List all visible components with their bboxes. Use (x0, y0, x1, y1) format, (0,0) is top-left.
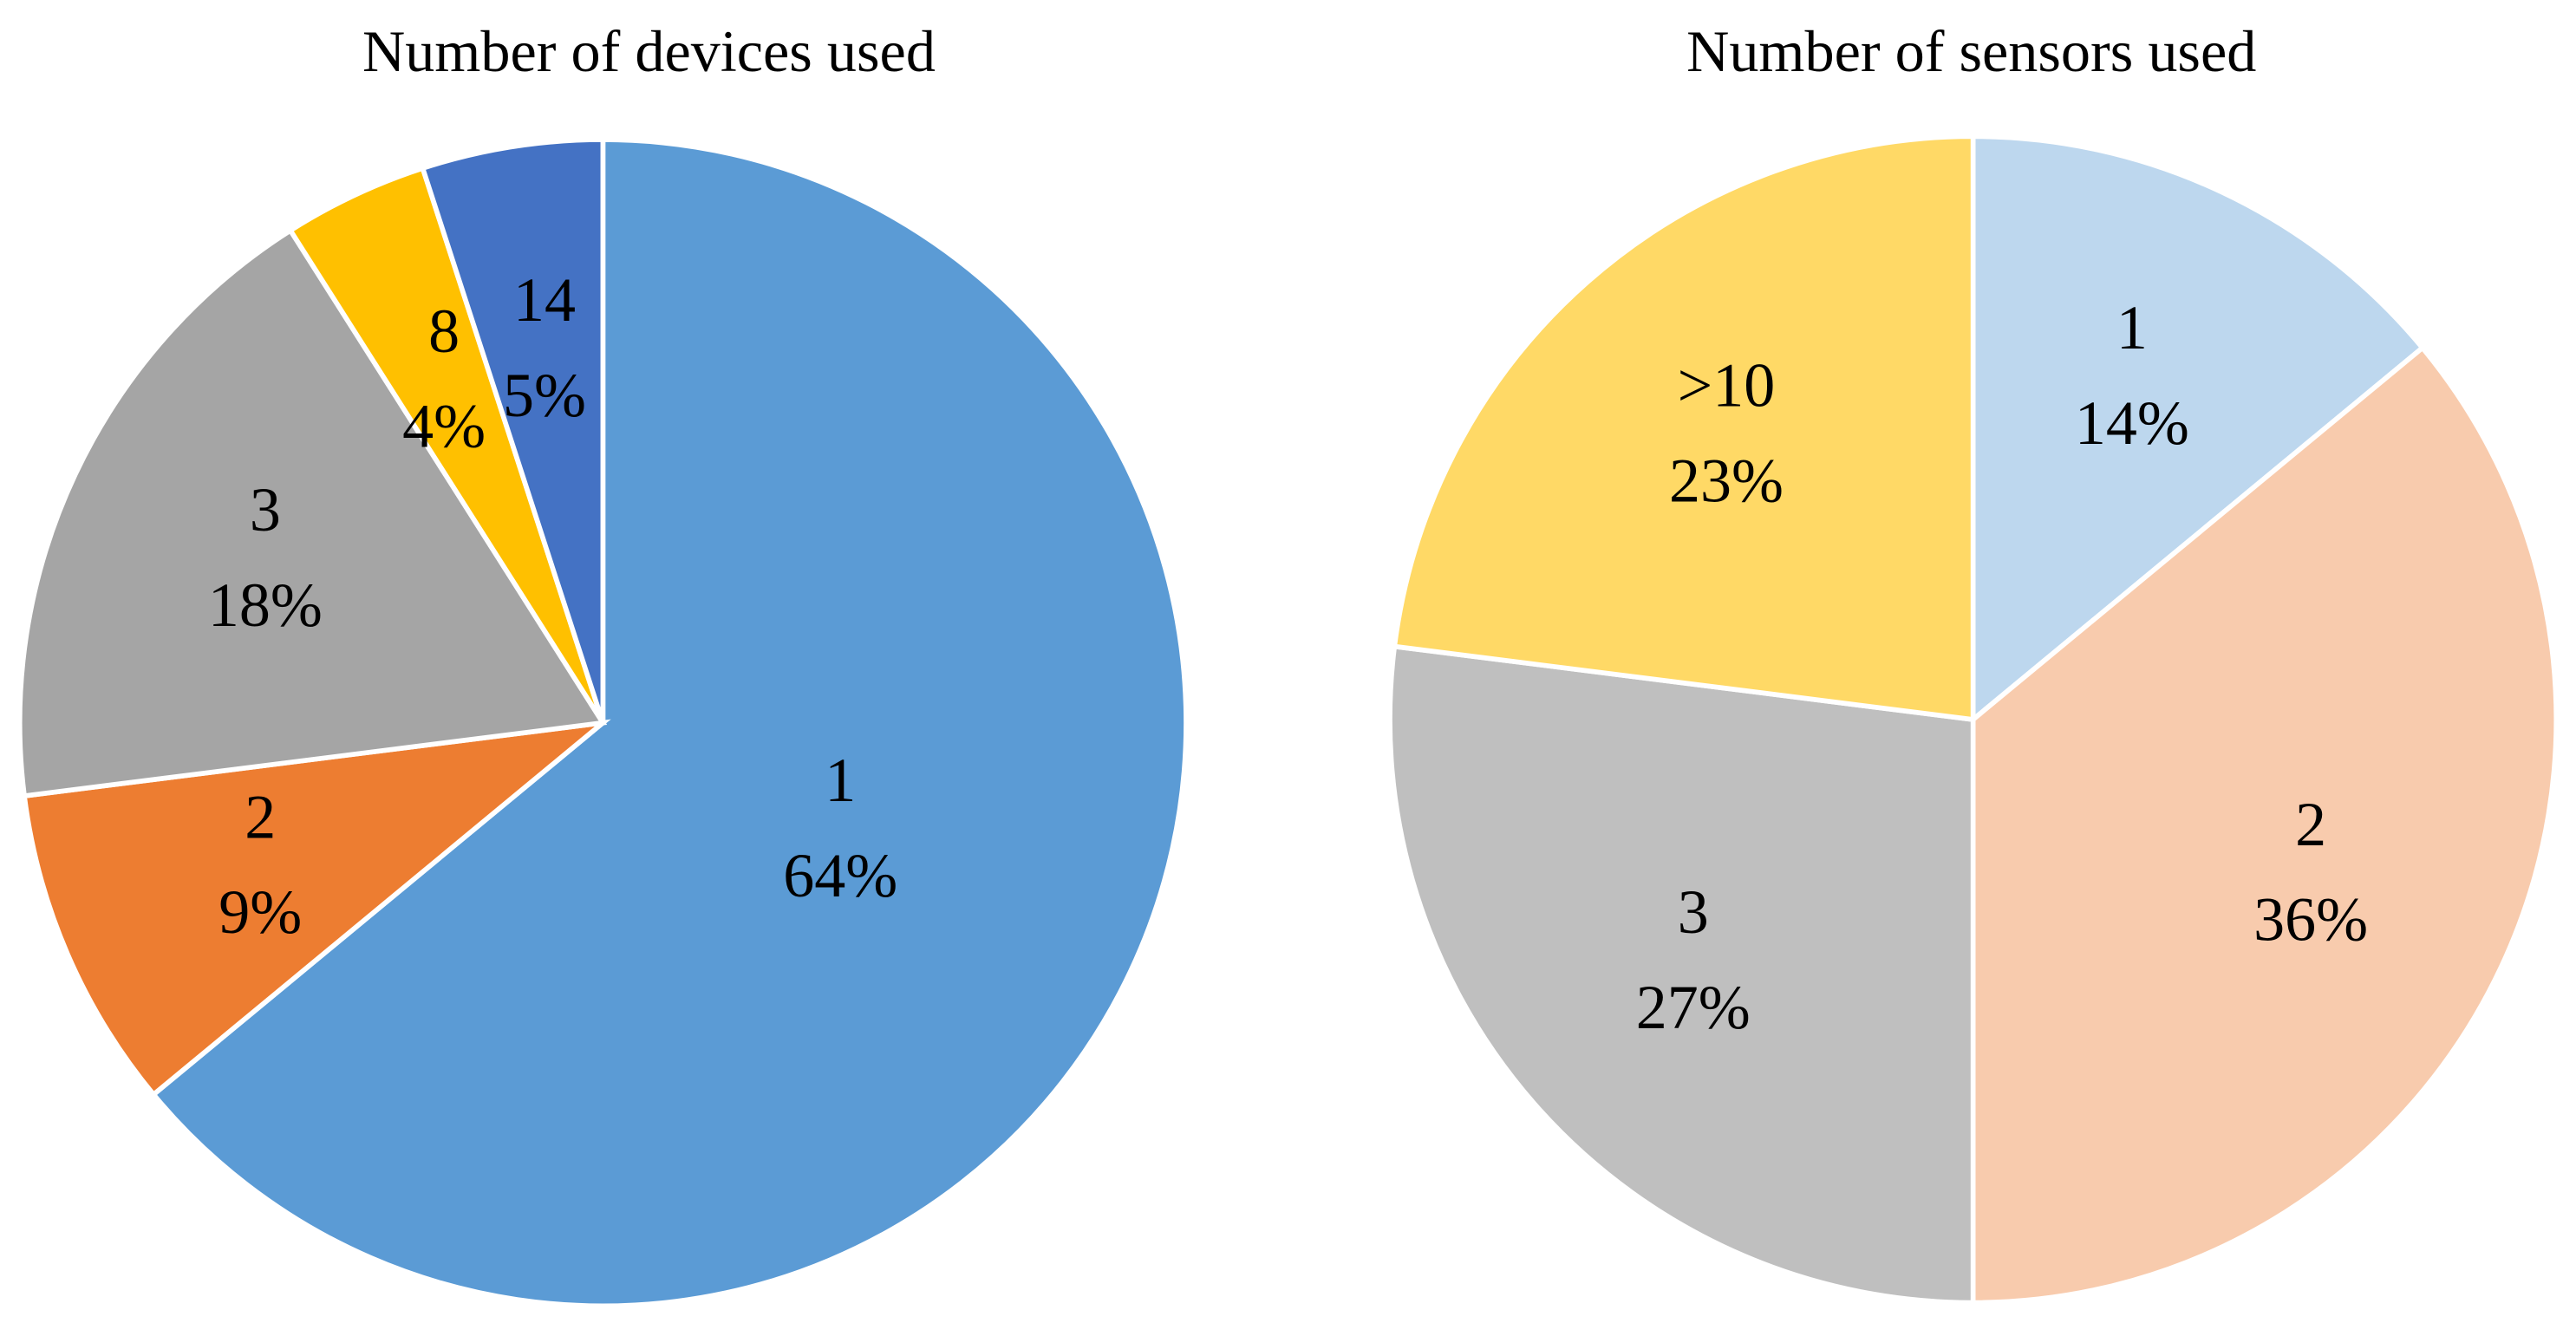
chart-title: Number of devices used (362, 18, 936, 84)
slice-value-label: 18% (208, 570, 323, 640)
pie-slice (1970, 134, 2426, 725)
slice-value-label: 5% (503, 361, 586, 430)
slice-category-label: 1 (825, 746, 856, 815)
slice-category-label: 2 (245, 782, 276, 851)
slice-value-label: 36% (2253, 885, 2368, 955)
slice-category-label: 3 (1678, 877, 1709, 947)
slice-category-label: 14 (513, 265, 576, 335)
slice-value-label: 27% (1636, 973, 1751, 1042)
slice-category-label: 8 (428, 297, 460, 366)
pie-slice (150, 137, 1189, 1309)
slice-value-label: 4% (402, 392, 486, 461)
slice-category-label: 3 (250, 475, 281, 544)
slice-category-label: >10 (1678, 351, 1776, 420)
slice-value-label: 23% (1669, 446, 1784, 515)
pie-slice (16, 226, 608, 799)
pie-slice (1392, 134, 1976, 723)
pie-slice (419, 137, 606, 724)
chart-title: Number of sensors used (1686, 18, 2256, 84)
slice-value-label: 64% (783, 841, 897, 910)
slice-value-label: 14% (2075, 388, 2189, 458)
pie-slice (1387, 643, 1976, 1306)
slice-category-label: 1 (2116, 293, 2148, 362)
slice-category-label: 2 (2295, 790, 2326, 859)
pie-slice (1970, 344, 2560, 1306)
pie-slice (21, 719, 611, 1098)
slice-value-label: 9% (218, 877, 302, 947)
